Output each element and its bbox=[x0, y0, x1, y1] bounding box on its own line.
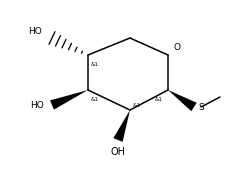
Text: HO: HO bbox=[30, 100, 44, 109]
Text: OH: OH bbox=[111, 147, 126, 157]
Polygon shape bbox=[50, 90, 88, 110]
Polygon shape bbox=[168, 90, 197, 111]
Polygon shape bbox=[113, 110, 130, 142]
Text: O: O bbox=[174, 42, 181, 52]
Text: &1: &1 bbox=[155, 97, 163, 102]
Text: HO: HO bbox=[28, 28, 42, 37]
Text: S: S bbox=[198, 103, 204, 112]
Text: &1: &1 bbox=[91, 62, 99, 67]
Text: &1: &1 bbox=[133, 103, 141, 108]
Text: &1: &1 bbox=[91, 97, 99, 102]
